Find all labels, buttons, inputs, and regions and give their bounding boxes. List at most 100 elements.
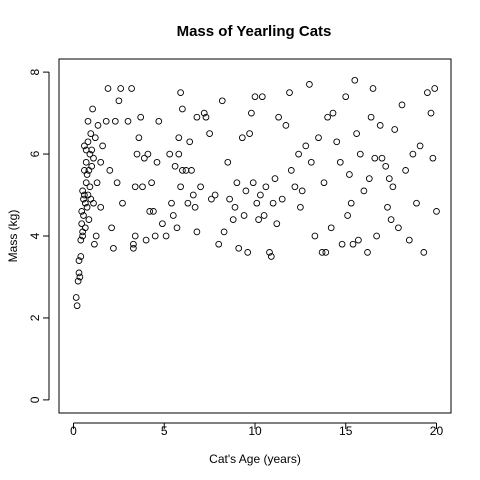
data-point: [78, 220, 86, 228]
data-point: [113, 179, 121, 187]
data-point: [99, 142, 106, 150]
data-point: [177, 89, 184, 96]
data-point: [235, 244, 243, 252]
data-point: [166, 150, 174, 158]
data-point: [189, 191, 197, 199]
data-point: [155, 117, 163, 125]
data-point: [251, 93, 259, 101]
data-point: [175, 150, 183, 158]
data-point: [275, 113, 282, 121]
data-point: [92, 232, 100, 240]
data-point: [73, 302, 81, 310]
data-point: [233, 179, 241, 187]
y-axis-label: Mass (kg): [6, 210, 20, 263]
data-point: [91, 134, 99, 142]
data-point: [429, 154, 437, 162]
y-tick-label: 6: [28, 150, 42, 157]
data-point: [150, 208, 157, 215]
data-point: [162, 232, 170, 240]
data-point: [409, 150, 417, 158]
data-point: [262, 183, 270, 191]
data-point: [364, 249, 371, 256]
data-point: [97, 158, 105, 166]
data-point: [231, 203, 239, 211]
data-point: [286, 89, 293, 96]
data-point: [431, 85, 439, 92]
data-point: [353, 130, 360, 137]
data-point: [81, 224, 89, 232]
data-point: [336, 158, 344, 166]
data-point: [349, 240, 357, 248]
data-point: [82, 179, 90, 187]
data-point: [249, 179, 257, 187]
data-points: [72, 76, 440, 310]
data-point: [151, 232, 159, 240]
data-point: [81, 199, 89, 207]
data-point: [86, 150, 94, 158]
data-point: [188, 167, 195, 174]
data-point: [202, 113, 210, 121]
data-point: [83, 203, 91, 211]
data-point: [218, 97, 226, 105]
data-point: [298, 187, 306, 195]
data-point: [177, 183, 184, 191]
data-point: [267, 253, 275, 260]
data-point: [229, 216, 237, 223]
data-point: [76, 273, 84, 281]
data-point: [258, 93, 266, 101]
data-point: [320, 179, 328, 187]
data-point: [78, 208, 86, 215]
data-point: [278, 195, 286, 203]
data-point: [416, 142, 424, 150]
data-point: [77, 253, 85, 260]
data-point: [85, 216, 93, 223]
data-point: [108, 224, 115, 232]
x-tick-label: 20: [430, 424, 444, 438]
data-point: [427, 109, 435, 117]
data-point: [117, 85, 125, 92]
data-point: [153, 158, 161, 166]
data-point: [169, 212, 177, 219]
data-point: [79, 232, 86, 240]
data-point: [355, 236, 362, 244]
data-point: [391, 126, 399, 133]
data-point: [74, 277, 82, 285]
data-point: [346, 171, 353, 178]
data-point: [329, 109, 337, 117]
data-point: [306, 81, 313, 88]
data-point: [395, 224, 402, 232]
data-point: [193, 113, 201, 121]
data-point: [87, 195, 95, 203]
data-point: [182, 167, 190, 174]
data-point: [271, 175, 279, 182]
data-point: [307, 158, 315, 166]
data-point: [389, 183, 397, 191]
data-point: [200, 109, 208, 117]
data-point: [80, 195, 87, 203]
data-point: [146, 208, 154, 215]
data-point: [371, 154, 379, 162]
data-point: [124, 117, 132, 125]
data-point: [84, 191, 92, 199]
data-point: [90, 154, 97, 162]
data-point: [387, 216, 395, 223]
data-point: [322, 249, 330, 256]
data-point: [89, 105, 96, 113]
data-point: [130, 240, 137, 248]
y-tick-label: 4: [28, 232, 42, 239]
data-point: [369, 85, 377, 92]
data-point: [302, 142, 310, 150]
data-point: [356, 150, 364, 158]
data-point: [86, 183, 94, 191]
data-point: [77, 236, 85, 244]
data-point: [295, 150, 302, 158]
data-point: [82, 158, 90, 166]
y-axis: 0 2 4 6 8: [28, 68, 50, 403]
data-point: [257, 191, 264, 199]
data-point: [171, 162, 179, 170]
data-point: [384, 203, 391, 211]
data-point: [327, 224, 335, 232]
data-point: [215, 240, 223, 248]
data-point: [238, 134, 246, 142]
data-point: [246, 130, 253, 137]
